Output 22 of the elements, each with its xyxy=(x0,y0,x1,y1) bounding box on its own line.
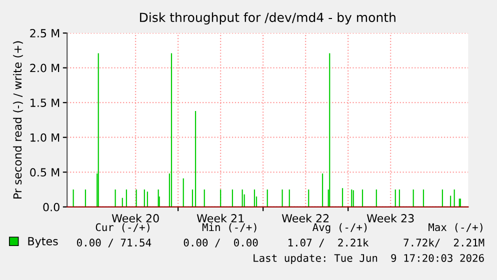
x-tick-label: Week 21 xyxy=(196,214,244,222)
y-tick-label: 2.5 M xyxy=(30,29,60,38)
y-tick-label: 1.0 M xyxy=(30,133,60,142)
chart-title: Disk throughput for /dev/md4 - by month xyxy=(140,12,396,25)
text: Cur (-/+) xyxy=(96,223,150,232)
text: Min (-/+) xyxy=(202,223,256,232)
y-axis-title: Pr second read (-) / write (+) xyxy=(13,41,23,199)
x-tick-label: Week 20 xyxy=(112,214,159,222)
text: 0.00 / 71.54 xyxy=(77,238,152,248)
text: 7.72k/ 2.21M xyxy=(404,238,484,248)
text: Max (-/+) xyxy=(428,223,482,232)
text: 1.07 / 2.21k xyxy=(288,238,369,248)
y-tick-label: 1.5 M xyxy=(30,98,60,107)
x-tick-label: Week 22 xyxy=(282,214,329,222)
text: 0.00 / 0.00 xyxy=(184,238,258,248)
legend-label: Bytes xyxy=(28,237,58,248)
text: Last update: Tue Jun 9 17:20:03 2026 xyxy=(254,254,484,264)
y-tick-label: 0.0 xyxy=(43,202,60,212)
x-tick-label: Week 23 xyxy=(366,214,414,222)
text: Avg (-/+) xyxy=(312,223,367,234)
y-tick-label: 0.5 M xyxy=(30,168,60,177)
y-tick-label: 2.0 M xyxy=(30,64,60,72)
